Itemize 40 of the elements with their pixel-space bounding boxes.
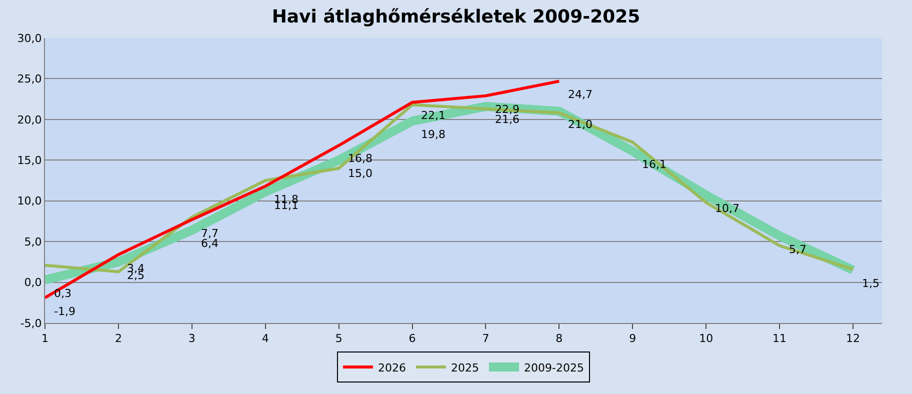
- x-tick-label: 8: [556, 332, 563, 346]
- x-tick-label: 12: [846, 332, 860, 346]
- y-tick-label: 5,0: [24, 235, 42, 248]
- x-tick-label: 7: [482, 332, 490, 346]
- data-label: 15,0: [348, 167, 372, 180]
- legend-label: 2026: [378, 361, 406, 374]
- chart-title: Havi átlaghőmérsékletek 2009-2025: [272, 6, 640, 28]
- data-label: -1,9: [54, 305, 76, 318]
- data-label: 21,6: [495, 113, 520, 126]
- legend-label: 2025: [451, 361, 479, 374]
- data-label: 22,9: [495, 103, 520, 116]
- data-label: 7,7: [201, 227, 218, 240]
- data-label: 5,7: [789, 243, 806, 256]
- y-tick-label: 30,0: [17, 32, 42, 45]
- x-tick-label: 9: [629, 332, 636, 346]
- line-series: [45, 80, 561, 300]
- x-tick-label: 6: [408, 332, 416, 346]
- y-tick-label: 20,0: [17, 113, 42, 126]
- x-tick-label: 10: [699, 332, 714, 346]
- data-label: 1,5: [862, 277, 880, 290]
- x-tick-label: 5: [335, 332, 342, 346]
- data-label: 24,7: [568, 88, 592, 101]
- x-tick-label: 3: [188, 332, 196, 346]
- y-tick-label: 25,0: [17, 72, 42, 86]
- y-tick-label: 0,0: [24, 276, 42, 290]
- data-label: 10,7: [715, 202, 740, 215]
- y-tick-label: -5,0: [20, 316, 42, 330]
- x-tick-label: 2: [114, 332, 122, 346]
- data-label: 16,1: [642, 158, 666, 171]
- x-tick-label: 11: [772, 332, 787, 346]
- data-label: 22,1: [421, 109, 446, 122]
- y-tick-label: 10,0: [17, 194, 42, 208]
- data-label: 6,4: [201, 237, 218, 250]
- y-tick-label: 15,0: [17, 154, 42, 167]
- data-label: 19,8: [421, 128, 446, 141]
- data-label: 21,0: [568, 118, 592, 131]
- x-tick-label: 1: [42, 332, 48, 346]
- legend-label: 2009-2025: [524, 361, 584, 374]
- data-label: 0,3: [54, 287, 72, 300]
- x-tick-label: 4: [262, 332, 269, 346]
